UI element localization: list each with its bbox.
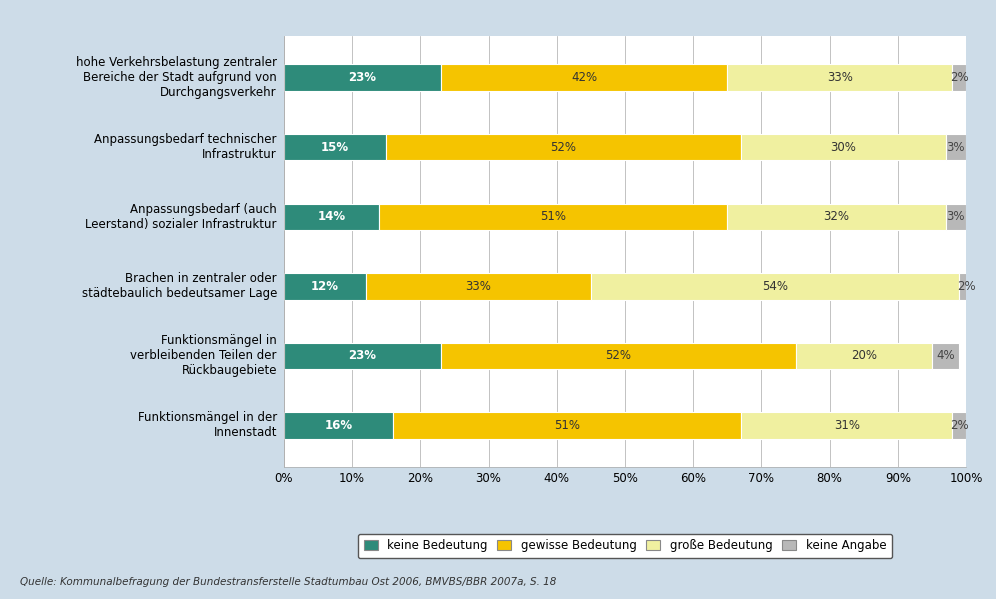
Text: 23%: 23% <box>349 349 376 362</box>
Bar <box>945 134 966 161</box>
Text: 3%: 3% <box>946 141 965 154</box>
Bar <box>366 273 591 300</box>
Bar <box>741 412 952 438</box>
Text: 54%: 54% <box>762 280 788 293</box>
Bar <box>959 273 973 300</box>
Text: 30%: 30% <box>831 141 857 154</box>
Text: 15%: 15% <box>321 141 349 154</box>
Text: 12%: 12% <box>311 280 339 293</box>
Bar <box>952 65 966 91</box>
Bar <box>393 412 741 438</box>
Bar <box>441 65 727 91</box>
Text: 2%: 2% <box>950 419 968 432</box>
Bar <box>284 65 441 91</box>
Bar <box>932 343 959 369</box>
Bar <box>727 204 945 230</box>
Bar <box>284 412 393 438</box>
Text: 23%: 23% <box>349 71 376 84</box>
Bar <box>952 412 966 438</box>
Text: 2%: 2% <box>950 71 968 84</box>
Text: 16%: 16% <box>325 419 353 432</box>
Text: 51%: 51% <box>541 210 567 223</box>
Text: 2%: 2% <box>957 280 975 293</box>
Bar <box>796 343 932 369</box>
Text: 4%: 4% <box>936 349 955 362</box>
Bar <box>379 204 727 230</box>
Text: 31%: 31% <box>834 419 860 432</box>
Bar <box>591 273 959 300</box>
Bar <box>741 134 945 161</box>
Text: 33%: 33% <box>827 71 853 84</box>
Bar <box>441 343 796 369</box>
Text: 33%: 33% <box>465 280 491 293</box>
Text: 52%: 52% <box>551 141 577 154</box>
Text: Quelle: Kommunalbefragung der Bundestransferstelle Stadtumbau Ost 2006, BMVBS/BB: Quelle: Kommunalbefragung der Bundestran… <box>20 577 557 587</box>
Text: 20%: 20% <box>851 349 876 362</box>
Text: 51%: 51% <box>554 419 580 432</box>
Bar <box>727 65 952 91</box>
Text: 52%: 52% <box>606 349 631 362</box>
Text: 32%: 32% <box>824 210 850 223</box>
Bar <box>284 134 386 161</box>
Text: 14%: 14% <box>318 210 346 223</box>
Text: 3%: 3% <box>946 210 965 223</box>
Bar <box>284 273 366 300</box>
Bar <box>284 204 379 230</box>
Bar <box>284 343 441 369</box>
Bar <box>945 204 966 230</box>
Text: 42%: 42% <box>571 71 598 84</box>
Bar <box>386 134 741 161</box>
Legend: keine Bedeutung, gewisse Bedeutung, große Bedeutung, keine Angabe: keine Bedeutung, gewisse Bedeutung, groß… <box>358 534 892 558</box>
